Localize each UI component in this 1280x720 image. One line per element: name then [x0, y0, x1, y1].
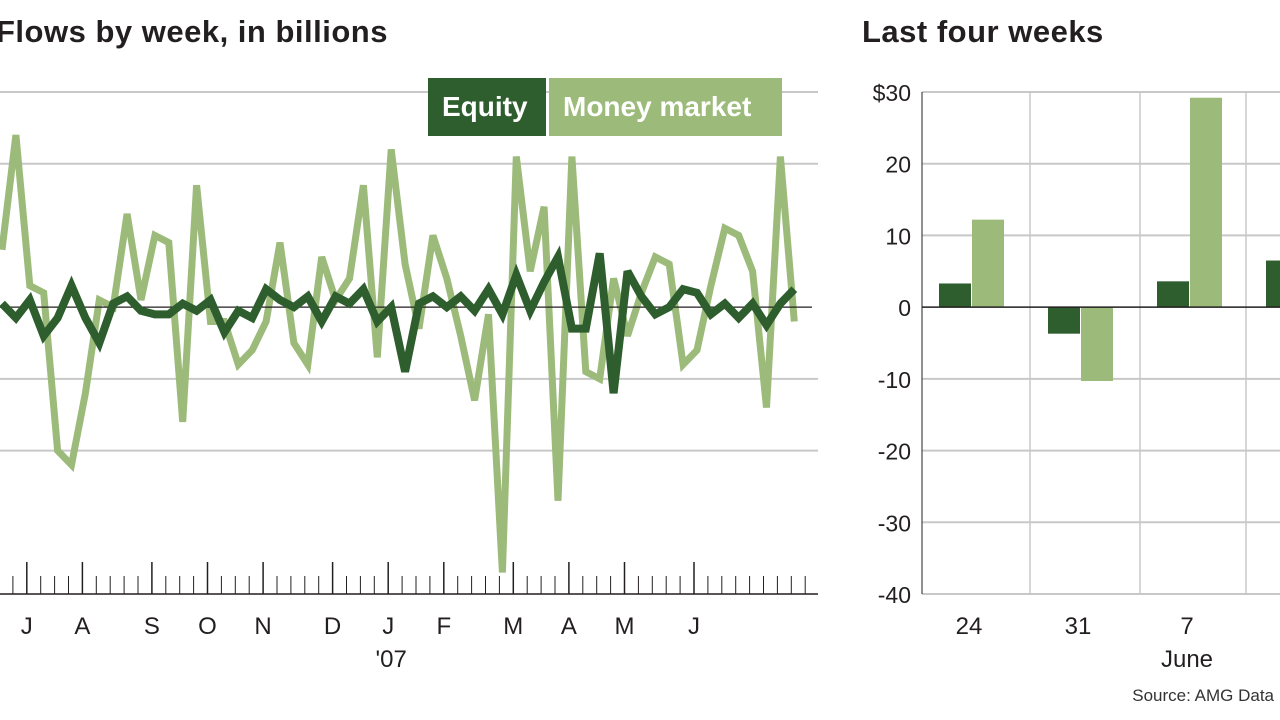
month-label: J: [688, 613, 700, 640]
legend-money-market: Money market: [549, 78, 782, 136]
year-label: '07: [376, 646, 407, 673]
money-market-bar: [1190, 97, 1222, 308]
y-tick-label: -10: [878, 367, 911, 393]
money-market-bar: [972, 219, 1004, 308]
legend-equity: Equity: [428, 78, 546, 136]
weekly-flows-title: Flows by week, in billions: [0, 14, 388, 49]
month-label: S: [144, 613, 160, 640]
weekly-flows-chart: J A S O N D J F M A M J '07: [0, 91, 818, 673]
month-label: J: [21, 613, 33, 640]
month-label: June: [1161, 646, 1213, 673]
month-label: J: [382, 613, 394, 640]
month-label: M: [615, 613, 635, 640]
y-tick-label: 10: [885, 223, 911, 249]
month-label: A: [74, 613, 90, 640]
equity-line: [0, 245, 798, 394]
money-market-bar: [1081, 307, 1113, 382]
month-label: F: [436, 613, 451, 640]
y-tick-label: -30: [878, 510, 911, 536]
source-note: Source: AMG Data: [1132, 686, 1274, 705]
month-label: O: [198, 613, 217, 640]
equity-bar: [939, 283, 971, 308]
month-label: A: [561, 613, 577, 640]
month-label: M: [503, 613, 523, 640]
y-tick-label: -40: [878, 582, 911, 608]
month-label: N: [254, 613, 271, 640]
category-label: 31: [1065, 613, 1092, 640]
month-label: D: [324, 613, 341, 640]
y-tick-label: 0: [898, 295, 911, 321]
legend: Equity Money market: [428, 78, 782, 136]
equity-bar: [1048, 307, 1080, 334]
y-tick-label: $30: [873, 80, 911, 106]
y-tick-label: 20: [885, 152, 911, 178]
last-four-weeks-title: Last four weeks: [862, 14, 1104, 49]
money-market-line: [0, 134, 798, 573]
equity-bar: [1157, 281, 1189, 308]
category-label: 7: [1180, 613, 1193, 640]
category-label: 24: [956, 613, 983, 640]
y-tick-label: -20: [878, 439, 911, 465]
equity-bar: [1266, 260, 1280, 308]
